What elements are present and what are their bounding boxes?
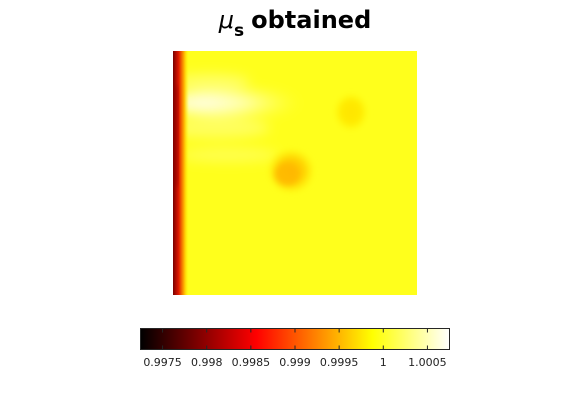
chart-title: μs obtained xyxy=(218,6,372,41)
left-edge-band-dark xyxy=(173,86,178,186)
colorbar-tick-label: 0.998 xyxy=(191,356,223,369)
colorbar-tick-label: 1.0005 xyxy=(408,356,447,369)
colorbar-ticks: 0.9975 0.998 0.9985 0.999 0.9995 1 1.0005 xyxy=(143,328,447,369)
bright-streak xyxy=(173,88,302,118)
colorbar-tick-label: 0.9975 xyxy=(143,356,182,369)
central-inclusion-core xyxy=(274,162,300,186)
bright-streak-faint xyxy=(178,148,278,162)
bright-streak-lower xyxy=(173,118,270,138)
title-text: obtained xyxy=(251,6,371,34)
colorbar: 0.9975 0.998 0.9985 0.999 0.9995 1 1.0005 xyxy=(140,328,450,369)
colorbar-tick-label: 0.9995 xyxy=(320,356,359,369)
upper-right-inclusion xyxy=(334,93,368,131)
colorbar-tick-label: 0.999 xyxy=(279,356,311,369)
colorbar-tick-label: 1 xyxy=(380,356,387,369)
colorbar-tick-label: 0.9985 xyxy=(232,356,271,369)
bright-streak-upper xyxy=(173,74,250,90)
title-symbol: μ xyxy=(218,6,234,34)
heatmap-image xyxy=(173,51,417,295)
title-subscript: s xyxy=(234,21,244,41)
